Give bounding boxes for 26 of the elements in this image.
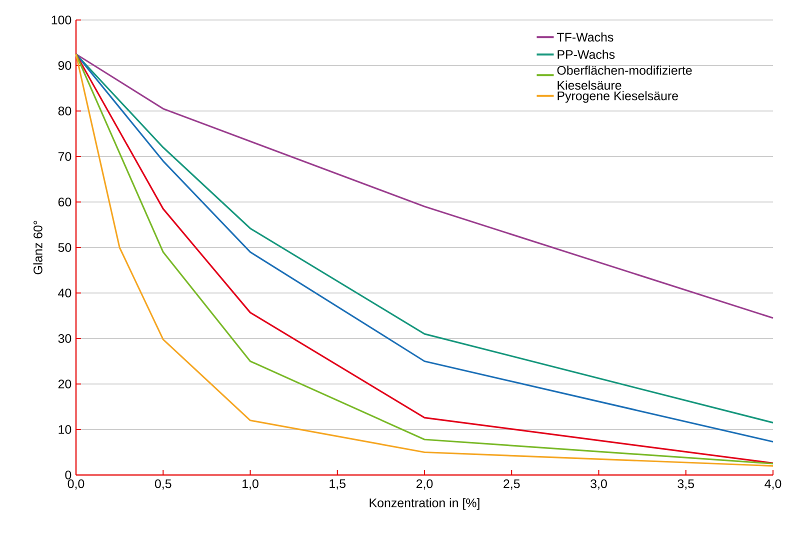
y-tick-label: 30	[58, 334, 72, 343]
y-tick-label: 0	[65, 470, 72, 480]
x-axis-title: Konzentration in [%]	[370, 498, 480, 510]
y-axis-title: Glanz 60°	[33, 220, 42, 274]
y-tick-label: 10	[58, 425, 72, 434]
x-tick-label: 3,5	[678, 479, 694, 490]
legend-label: PP-Wachs	[558, 50, 615, 59]
x-tick-label: 0,0	[68, 479, 84, 490]
legend-label: Pyrogene Kieselsäure	[558, 91, 678, 103]
x-tick-label: 0,5	[154, 479, 172, 490]
x-tick-label: 1,5	[330, 479, 346, 490]
y-tick-label: 50	[58, 243, 72, 252]
y-tick-label: 60	[58, 198, 72, 206]
y-tick-label: 80	[58, 106, 72, 116]
x-tick-label: 4,0	[764, 479, 782, 490]
y-tick-label: 20	[58, 380, 72, 388]
y-tick-label: 70	[58, 152, 72, 161]
y-tick-label: 40	[58, 288, 72, 298]
x-tick-label: 3,0	[590, 479, 607, 490]
x-tick-label: 2,5	[504, 479, 520, 490]
y-tick-label: 90	[58, 61, 72, 70]
y-tick-label: 100	[52, 16, 72, 24]
x-tick-label: 1,0	[242, 479, 258, 490]
legend-label: Oberflächen-modifizierte Kieselsäure	[557, 66, 692, 90]
legend-label: TF-Wachs	[557, 32, 614, 42]
x-tick-label: 2,0	[416, 479, 433, 490]
